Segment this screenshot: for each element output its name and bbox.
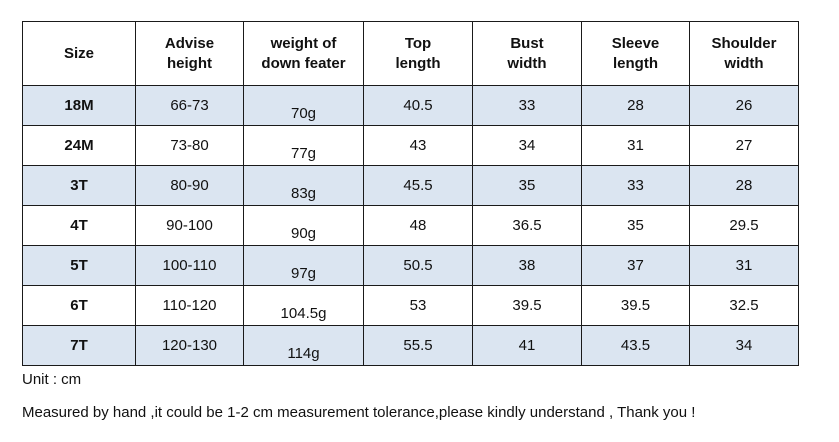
header-sleeve-length: Sleeve length [581, 21, 690, 86]
shoulder-width-cell: 26 [689, 85, 799, 126]
down-weight-cell: 104.5g [243, 285, 364, 326]
bust-width-cell: 38 [472, 245, 582, 286]
bust-width-cell: 35 [472, 165, 582, 206]
header-shoulder-width: Shoulder width [689, 21, 799, 86]
advise-height-cell: 80-90 [135, 165, 244, 206]
down-weight-cell: 114g [243, 325, 364, 366]
top-length-cell: 50.5 [363, 245, 473, 286]
top-length-cell: 43 [363, 125, 473, 166]
bust-width-cell: 33 [472, 85, 582, 126]
shoulder-width-cell: 29.5 [689, 205, 799, 246]
top-length-cell: 55.5 [363, 325, 473, 366]
bust-width-cell: 36.5 [472, 205, 582, 246]
sleeve-length-cell: 33 [581, 165, 690, 206]
header-row: Size Advise height weight of down feater T… [22, 21, 799, 86]
table-row: 18M 66-73 70g 40.5 33 28 26 [22, 85, 799, 126]
advise-height-cell: 90-100 [135, 205, 244, 246]
table-row: 4T 90-100 90g 48 36.5 35 29.5 [22, 205, 799, 246]
table-row: 5T 100-110 97g 50.5 38 37 31 [22, 245, 799, 286]
size-cell: 7T [22, 325, 136, 366]
down-weight-cell: 97g [243, 245, 364, 286]
shoulder-width-cell: 31 [689, 245, 799, 286]
top-length-cell: 40.5 [363, 85, 473, 126]
header-size: Size [22, 21, 136, 86]
advise-height-cell: 110-120 [135, 285, 244, 326]
advise-height-cell: 66-73 [135, 85, 244, 126]
shoulder-width-cell: 32.5 [689, 285, 799, 326]
table-row: 24M 73-80 77g 43 34 31 27 [22, 125, 799, 166]
down-weight-cell: 83g [243, 165, 364, 206]
down-weight-cell: 70g [243, 85, 364, 126]
down-weight-cell: 90g [243, 205, 364, 246]
advise-height-cell: 100-110 [135, 245, 244, 286]
down-weight-cell: 77g [243, 125, 364, 166]
sleeve-length-cell: 31 [581, 125, 690, 166]
measurement-disclaimer: Measured by hand ,it could be 1-2 cm mea… [22, 404, 696, 421]
sleeve-length-cell: 39.5 [581, 285, 690, 326]
bust-width-cell: 34 [472, 125, 582, 166]
bust-width-cell: 39.5 [472, 285, 582, 326]
top-length-cell: 45.5 [363, 165, 473, 206]
size-cell: 6T [22, 285, 136, 326]
size-cell: 4T [22, 205, 136, 246]
table-row: 7T 120-130 114g 55.5 41 43.5 34 [22, 325, 799, 366]
size-cell: 24M [22, 125, 136, 166]
sleeve-length-cell: 37 [581, 245, 690, 286]
shoulder-width-cell: 34 [689, 325, 799, 366]
table-row: 3T 80-90 83g 45.5 35 33 28 [22, 165, 799, 206]
header-weight-of-down: weight of down feater [243, 21, 364, 86]
size-chart-table: Size Advise height weight of down feater T… [22, 21, 799, 366]
shoulder-width-cell: 28 [689, 165, 799, 206]
sleeve-length-cell: 35 [581, 205, 690, 246]
size-cell: 5T [22, 245, 136, 286]
table-row: 6T 110-120 104.5g 53 39.5 39.5 32.5 [22, 285, 799, 326]
header-bust-width: Bust width [472, 21, 582, 86]
shoulder-width-cell: 27 [689, 125, 799, 166]
advise-height-cell: 120-130 [135, 325, 244, 366]
unit-note: Unit : cm [22, 371, 82, 388]
bust-width-cell: 41 [472, 325, 582, 366]
size-cell: 3T [22, 165, 136, 206]
size-cell: 18M [22, 85, 136, 126]
header-top-length: Top length [363, 21, 473, 86]
advise-height-cell: 73-80 [135, 125, 244, 166]
top-length-cell: 53 [363, 285, 473, 326]
sleeve-length-cell: 43.5 [581, 325, 690, 366]
header-advise-height: Advise height [135, 21, 244, 86]
sleeve-length-cell: 28 [581, 85, 690, 126]
top-length-cell: 48 [363, 205, 473, 246]
